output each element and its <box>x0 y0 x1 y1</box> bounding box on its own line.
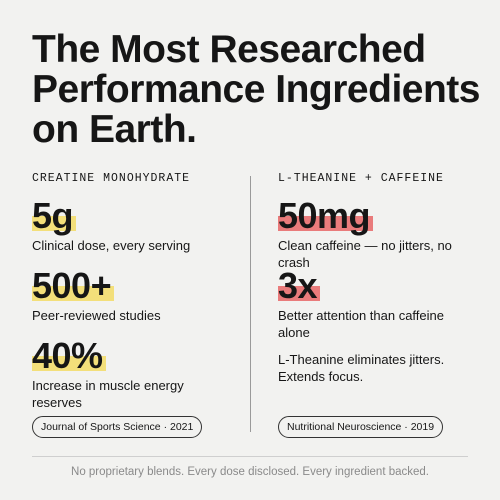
stat-value: 5g <box>32 196 77 236</box>
divider <box>250 176 251 432</box>
column-label: CREATINE MONOHYDRATE <box>32 172 191 185</box>
headline-line: Performance Ingredients <box>32 68 480 111</box>
stat-caption: Better attention than caffeine alone <box>278 308 444 340</box>
stat: 3x Better attention than caffeine alone <box>278 266 493 340</box>
stat-caption: Clinical dose, every serving <box>32 238 191 253</box>
stat: 5g Clinical dose, every serving <box>32 196 247 266</box>
source-pill: Journal of Sports Science · 2021 <box>32 416 203 438</box>
stat: 40% Increase in muscle energy reserves <box>32 336 247 410</box>
stat-caption: Increase in muscle energy reserves <box>32 378 184 410</box>
column: L-THEANINE + CAFFEINE 50mg Clean caffein… <box>278 172 493 438</box>
headline-line: The Most Researched <box>32 28 426 71</box>
footer-text: No proprietary blends. Every dose disclo… <box>71 466 429 478</box>
stat-caption: L-Theanine eliminates jitters. Extends f… <box>278 352 445 384</box>
stat-value: 3x <box>278 266 321 306</box>
stat: 50mg Clean caffeine — no jitters, no cra… <box>278 196 493 270</box>
stat: 500+ Peer-reviewed studies <box>32 266 247 336</box>
column-label: L-THEANINE + CAFFEINE <box>278 172 444 185</box>
stat-caption: Peer-reviewed studies <box>32 308 161 323</box>
stat: L-Theanine eliminates jitters. Extends f… <box>278 336 493 406</box>
stat-value: 500+ <box>32 266 115 306</box>
stat-value: 40% <box>32 336 106 376</box>
stat-value: 50mg <box>278 196 374 236</box>
headline-line: on Earth. <box>32 108 197 151</box>
footer-rule <box>32 456 468 457</box>
column: CREATINE MONOHYDRATE 5g Clinical dose, e… <box>32 172 247 438</box>
headline: The Most Researched Performance Ingredie… <box>32 30 480 150</box>
source-pill: Nutritional Neuroscience · 2019 <box>278 416 444 438</box>
